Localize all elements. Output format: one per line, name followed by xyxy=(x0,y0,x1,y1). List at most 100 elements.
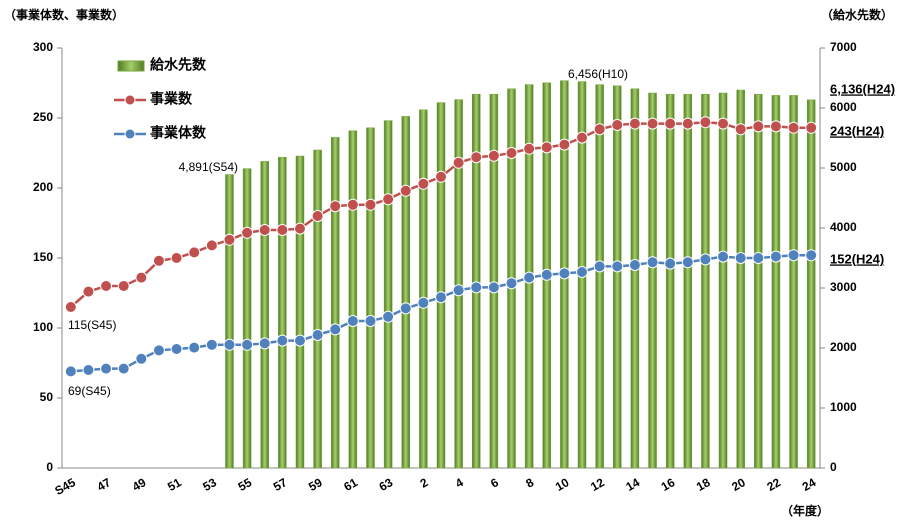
marker xyxy=(505,147,518,159)
y-tick-label: 150 xyxy=(33,250,53,264)
marker xyxy=(540,268,553,281)
annotation: 69(S45) xyxy=(68,384,111,398)
marker xyxy=(681,117,694,130)
marker xyxy=(223,338,236,351)
annotation: 6,456(H10) xyxy=(568,67,628,81)
marker xyxy=(505,277,518,290)
marker xyxy=(681,256,694,269)
marker xyxy=(417,177,430,190)
marker xyxy=(205,338,218,351)
marker xyxy=(64,365,77,378)
bar xyxy=(648,92,657,469)
bar xyxy=(225,174,234,469)
marker xyxy=(769,120,782,133)
legend-swatch xyxy=(124,128,136,140)
y2-tick-label: 4000 xyxy=(830,220,857,234)
bar xyxy=(472,93,481,469)
bar xyxy=(330,137,340,469)
x-tick-label: S45 xyxy=(52,475,78,498)
bar xyxy=(736,89,745,469)
marker xyxy=(470,281,483,294)
marker xyxy=(470,151,483,164)
marker xyxy=(576,266,589,278)
x-tick-label: 12 xyxy=(588,475,607,494)
y-tick-label: 100 xyxy=(33,320,53,334)
marker xyxy=(452,284,465,297)
marker xyxy=(487,149,500,162)
marker xyxy=(170,343,183,355)
x-tick-label: 61 xyxy=(341,475,360,494)
bar xyxy=(701,93,710,469)
marker xyxy=(646,117,659,130)
marker xyxy=(699,116,712,129)
bar xyxy=(401,116,410,469)
x-tick-label: 57 xyxy=(271,475,290,494)
legend-label: 事業体数 xyxy=(150,125,207,141)
x-tick-label: 47 xyxy=(95,475,114,494)
marker xyxy=(787,121,800,134)
marker xyxy=(117,362,130,375)
y-tick-label: 0 xyxy=(46,460,53,474)
marker xyxy=(805,249,818,262)
y2-tick-label: 0 xyxy=(830,460,837,474)
bar xyxy=(789,95,798,469)
bar xyxy=(771,95,781,469)
bar xyxy=(595,84,604,469)
x-tick-label: 49 xyxy=(130,475,149,494)
y2-tick-label: 2000 xyxy=(830,340,857,354)
legend-label: 事業数 xyxy=(150,91,193,107)
legend-swatch xyxy=(117,60,145,72)
y2-tick-label: 1000 xyxy=(830,400,857,414)
marker xyxy=(223,233,236,246)
bar xyxy=(260,161,269,469)
x-tick-label: 59 xyxy=(306,475,325,494)
y-tick-label: 50 xyxy=(40,390,54,404)
x-tick-label: 14 xyxy=(623,475,642,494)
y2-tick-label: 5000 xyxy=(830,160,857,174)
marker xyxy=(646,256,659,269)
marker xyxy=(329,200,342,213)
marker xyxy=(769,250,782,263)
y2-tick-label: 3000 xyxy=(830,280,857,294)
bar xyxy=(754,93,763,469)
marker xyxy=(593,123,606,136)
bar xyxy=(419,109,428,469)
marker xyxy=(805,121,818,134)
marker xyxy=(664,257,677,270)
marker xyxy=(576,131,589,144)
x-tick-label: 51 xyxy=(165,475,184,494)
annotation: 152(H24) xyxy=(830,251,884,266)
marker xyxy=(82,364,95,376)
marker xyxy=(628,117,641,130)
bar xyxy=(489,93,499,469)
marker xyxy=(135,271,148,284)
marker xyxy=(435,291,447,304)
y2-tick-label: 6000 xyxy=(830,100,857,114)
marker xyxy=(734,252,747,264)
marker xyxy=(487,281,500,294)
marker xyxy=(276,224,289,236)
y-tick-label: 200 xyxy=(33,180,53,194)
marker xyxy=(364,315,377,327)
bar xyxy=(383,120,393,469)
x-tick-label: 20 xyxy=(729,475,748,494)
marker xyxy=(205,239,218,252)
x-tick-label: 6 xyxy=(488,475,501,491)
marker xyxy=(276,334,289,347)
marker xyxy=(188,341,201,354)
legend-swatch xyxy=(124,94,136,106)
marker xyxy=(188,246,201,259)
marker xyxy=(399,302,412,315)
marker xyxy=(717,250,730,263)
marker xyxy=(699,253,712,266)
bar xyxy=(278,156,287,469)
marker xyxy=(399,184,412,197)
bar xyxy=(454,99,463,469)
bar xyxy=(313,149,322,469)
marker xyxy=(752,252,765,264)
marker xyxy=(293,334,306,347)
marker xyxy=(293,222,306,235)
marker xyxy=(717,117,730,130)
x-tick-label: 22 xyxy=(764,475,783,494)
